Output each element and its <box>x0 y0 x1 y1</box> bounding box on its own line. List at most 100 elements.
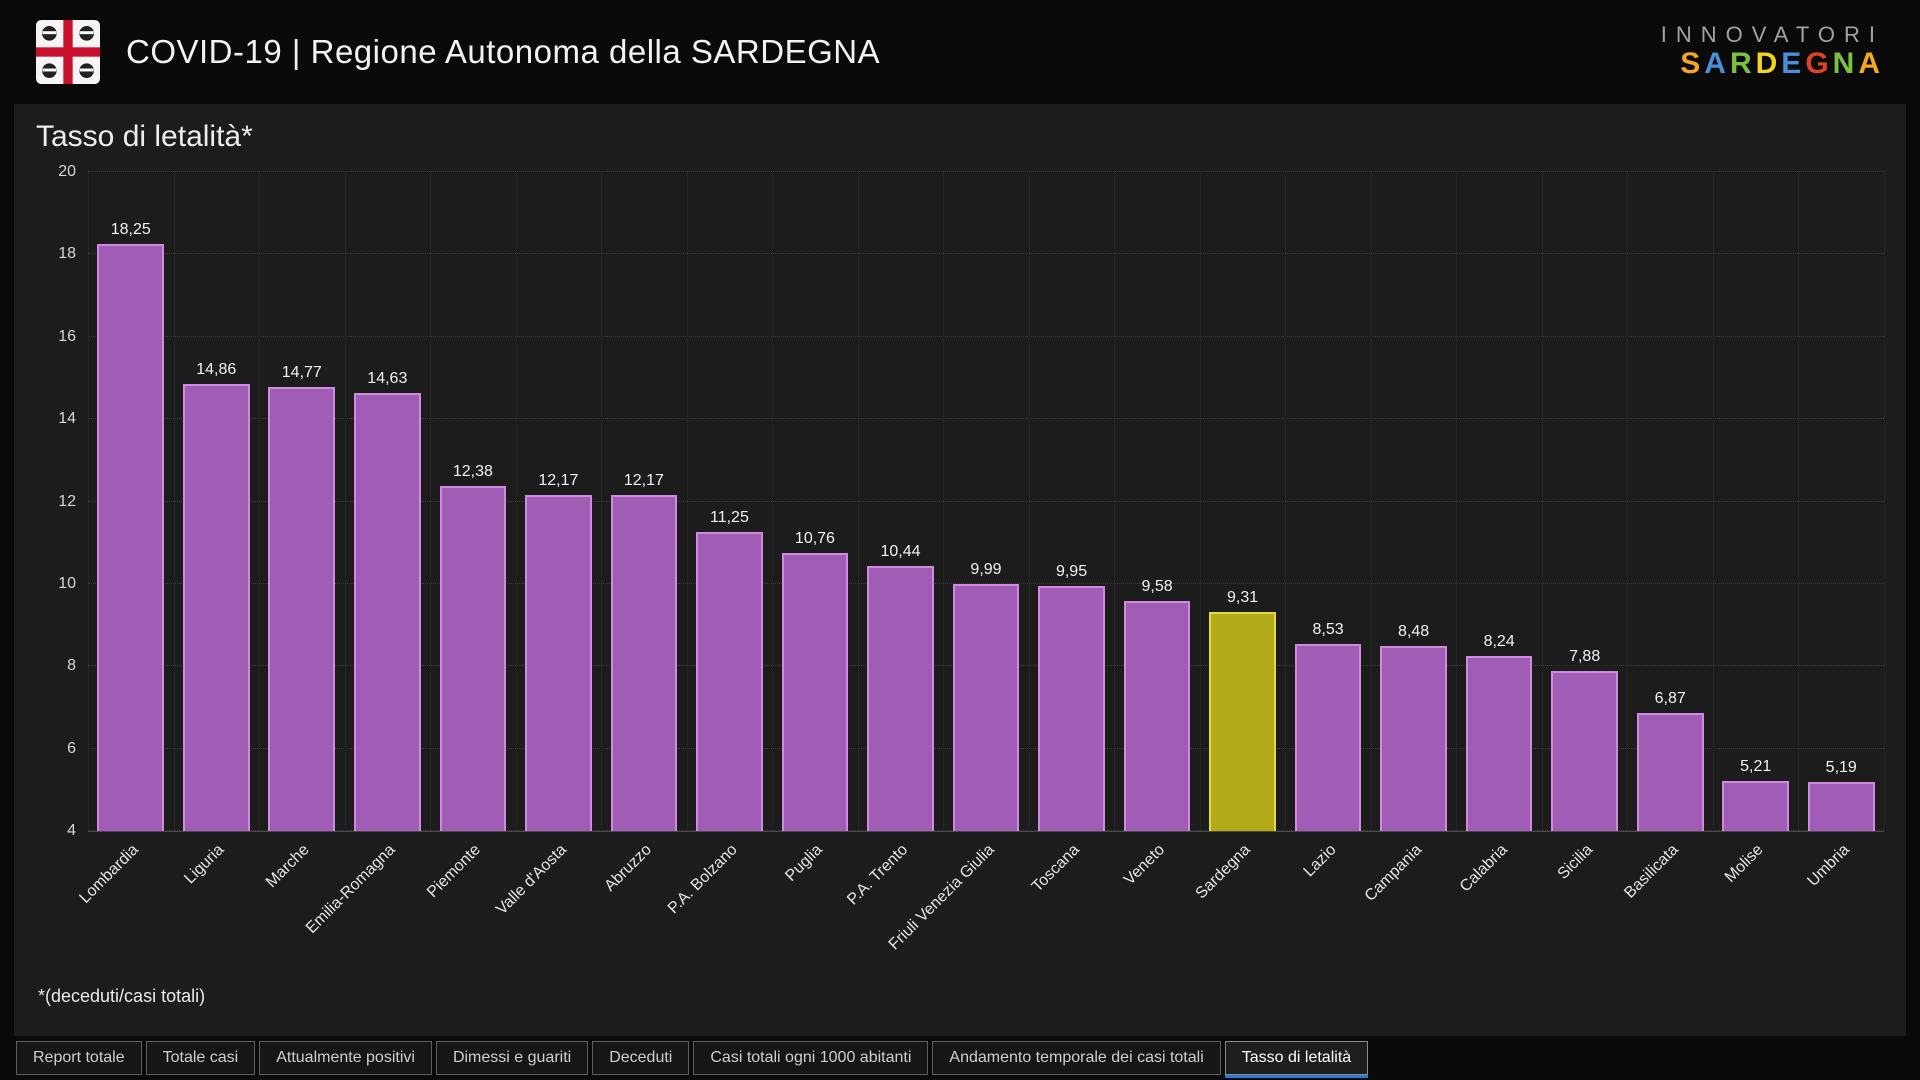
y-gridline <box>88 171 1884 172</box>
x-axis-label-text: Veneto <box>1121 841 1169 889</box>
x-gridline <box>943 172 945 831</box>
y-tick-label: 12 <box>58 492 76 510</box>
x-gridline <box>1627 172 1629 831</box>
x-axis-label-text: Calabria <box>1456 841 1511 896</box>
x-axis-label-text: Umbria <box>1804 841 1853 890</box>
bar-molise[interactable] <box>1722 781 1790 831</box>
x-gridline <box>1541 172 1543 831</box>
tab-report-totale[interactable]: Report totale <box>16 1041 142 1075</box>
x-gridline <box>1712 172 1714 831</box>
tab-dimessi-e-guariti[interactable]: Dimessi e guariti <box>435 1041 589 1075</box>
x-axis-label-text: Lombardia <box>76 841 143 907</box>
bar-value-label: 5,19 <box>1825 759 1857 776</box>
brand-logo: INNOVATORI SARDEGNA <box>1661 22 1884 82</box>
bar-value-label: 9,95 <box>1055 562 1088 580</box>
x-gridline <box>515 172 517 831</box>
bar-value-label: 7,88 <box>1569 648 1601 666</box>
y-tick-label: 6 <box>67 739 76 757</box>
bar-value-label: 14,63 <box>367 370 408 388</box>
y-tick-label: 16 <box>58 327 76 345</box>
x-gridline <box>772 172 774 831</box>
x-axis-label-text: Sicilia <box>1554 841 1596 883</box>
x-axis-label-text: Molise <box>1722 841 1768 887</box>
x-gridline <box>344 172 346 831</box>
y-tick-label: 20 <box>58 163 76 180</box>
x-axis-label-text: P.A. Bolzano <box>664 841 741 918</box>
tab-andamento-temporale-dei-casi-totali[interactable]: Andamento temporale dei casi totali <box>932 1041 1221 1075</box>
x-gridline <box>1370 172 1372 831</box>
brand-innovatori-text: INNOVATORI <box>1660 22 1884 48</box>
y-tick-label: 4 <box>67 822 76 839</box>
x-axis-label-text: Puglia <box>782 841 827 885</box>
x-gridline <box>430 172 432 831</box>
x-axis-label-text: Emilia-Romagna <box>302 841 399 937</box>
bar-p-a-bolzano[interactable] <box>696 532 763 831</box>
bar-abruzzo[interactable] <box>610 494 678 831</box>
brand-letter: E <box>1781 47 1806 81</box>
x-axis-label-text: Valle d'Aosta <box>492 841 570 919</box>
tab-deceduti[interactable]: Deceduti <box>592 1041 690 1075</box>
brand-letter: S <box>1680 47 1705 81</box>
brand-letter: D <box>1755 47 1782 81</box>
bar-valle-d-aosta[interactable] <box>525 494 592 831</box>
y-gridline <box>88 253 1884 255</box>
bar-umbria[interactable] <box>1807 782 1875 831</box>
tab-totale-casi[interactable]: Totale casi <box>145 1041 256 1075</box>
tab-attualmente-positivi[interactable]: Attualmente positivi <box>259 1041 432 1075</box>
tab-bar: Report totale Totale casi Attualmente posi… <box>0 1036 1920 1080</box>
bar-value-label: 18,25 <box>110 221 151 239</box>
x-axis-label-text: Basilicata <box>1621 841 1682 902</box>
bar-basilicata[interactable] <box>1636 712 1704 831</box>
bar-liguria[interactable] <box>182 383 250 831</box>
x-gridline <box>259 172 261 831</box>
y-gridline <box>88 418 1884 420</box>
bar-sardegna[interactable] <box>1209 612 1276 831</box>
bar-value-label: 6,87 <box>1654 689 1686 707</box>
y-tick-label: 10 <box>58 574 76 592</box>
y-tick-label: 8 <box>67 657 76 675</box>
tab-tasso-di-letalita[interactable]: Tasso di letalità <box>1224 1041 1369 1075</box>
bar-sicilia[interactable] <box>1551 671 1618 831</box>
bar-p-a-trento[interactable] <box>867 565 934 831</box>
x-axis-label-text: Piemonte <box>424 841 485 902</box>
bar-marche[interactable] <box>268 387 336 831</box>
x-gridline <box>1028 172 1030 831</box>
x-gridline <box>1285 172 1287 831</box>
bar-lombardia[interactable] <box>97 244 165 831</box>
bar-emilia-romagna[interactable] <box>353 393 421 831</box>
bar-piemonte[interactable] <box>439 485 507 831</box>
bar-lazio[interactable] <box>1294 644 1362 831</box>
bar-campania[interactable] <box>1380 646 1447 831</box>
bar-value-label: 9,99 <box>970 561 1002 579</box>
brand-letter: G <box>1805 47 1833 81</box>
x-axis-label-text: Marche <box>263 841 314 892</box>
x-gridline <box>1798 172 1800 831</box>
bar-value-label: 8,48 <box>1398 623 1430 641</box>
app-title: COVID-19 | Regione Autonoma della SARDEG… <box>126 33 881 70</box>
x-axis-label-text: Toscana <box>1028 841 1083 896</box>
tab-casi-totali-ogni-1000-abitanti[interactable]: Casi totali ogni 1000 abitanti <box>693 1041 929 1075</box>
x-gridline <box>1456 172 1458 831</box>
x-gridline <box>857 172 859 831</box>
bar-value-label: 12,38 <box>452 462 493 480</box>
y-tick-label: 18 <box>58 245 76 263</box>
bar-toscana[interactable] <box>1038 585 1105 831</box>
app-header: COVID-19 | Regione Autonoma della SARDEG… <box>0 0 1920 104</box>
x-axis-label-text: Liguria <box>181 841 228 888</box>
chart-footnote: *(deceduti/casi totali) <box>38 986 206 1006</box>
chart-title: Tasso di letalità* <box>36 120 253 153</box>
bar-friuli-venezia-giulia[interactable] <box>952 584 1020 831</box>
bar-calabria[interactable] <box>1465 656 1533 831</box>
x-axis-label-text: Campania <box>1361 841 1425 905</box>
bar-value-label: 11,25 <box>709 509 749 527</box>
plot-area: 4 6 8 10 12 14 16 18 20 18,25 14,86 14,77 14,63 12,38… <box>58 164 1885 839</box>
x-axis-label-text: Lazio <box>1300 841 1340 881</box>
bar-value-label: 12,17 <box>623 471 664 489</box>
x-gridline <box>1114 172 1116 831</box>
bar-veneto[interactable] <box>1123 601 1191 831</box>
bar-puglia[interactable] <box>781 552 849 831</box>
bar-value-label: 14,77 <box>281 364 322 382</box>
y-gridline <box>88 500 1884 502</box>
bar-value-label: 8,24 <box>1483 633 1515 651</box>
bar-value-label: 10,44 <box>880 542 921 560</box>
